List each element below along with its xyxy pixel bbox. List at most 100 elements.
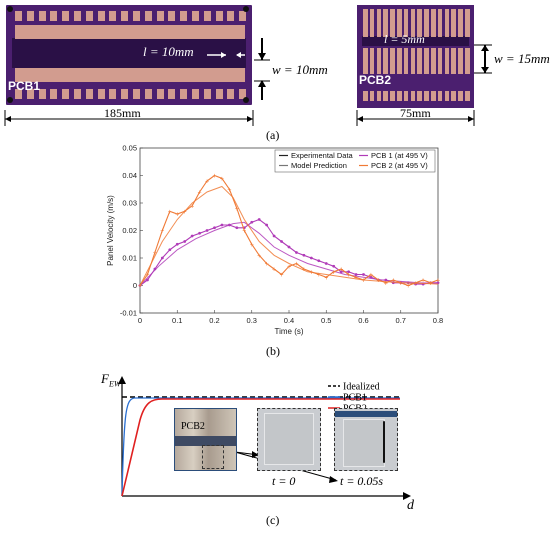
pcb2-l-label: l = 5mm xyxy=(384,32,425,46)
data-point xyxy=(205,229,209,232)
data-point: + xyxy=(317,272,321,279)
pcb1-pad-small xyxy=(74,11,81,21)
x-tick-label: 0.6 xyxy=(358,316,368,325)
x-tick-label: 0 xyxy=(138,316,142,325)
mount-hole xyxy=(7,97,13,103)
y-axis-arrowhead xyxy=(118,376,126,384)
pcb1-pad-small xyxy=(97,89,105,99)
pcb2-pad-small xyxy=(424,91,429,101)
arrowhead xyxy=(5,116,11,122)
zoom-region xyxy=(202,445,224,469)
pcb1-pad-small xyxy=(50,89,58,99)
y-tick-label: 0.04 xyxy=(122,171,137,180)
pcb1-label: PCB1 xyxy=(8,79,41,93)
pcb2-pad xyxy=(451,9,456,37)
pcb2-label: PCB2 xyxy=(359,73,392,87)
droplet xyxy=(264,413,314,465)
pcb2-curve xyxy=(121,398,400,497)
data-point: + xyxy=(332,269,336,276)
legend-entry: PCB 2 (at 495 V) xyxy=(371,161,428,170)
x-tick-label: 0.8 xyxy=(433,316,443,325)
data-point xyxy=(160,256,164,260)
arrowhead xyxy=(357,116,363,122)
pcb2-pad xyxy=(431,9,436,37)
pcb2-pad-small xyxy=(451,91,456,101)
pcb2-pad xyxy=(369,48,375,74)
pcb1-pad-small xyxy=(121,11,129,21)
pcb2-pad xyxy=(390,9,395,37)
data-point xyxy=(324,262,328,265)
pcb1-pad-small xyxy=(168,89,176,99)
pcb1-pad-small xyxy=(180,11,188,21)
pcb2-pad xyxy=(403,9,409,37)
pcb2-width-label: 75mm xyxy=(400,106,431,120)
pcb1-width-label: 185mm xyxy=(104,106,141,120)
pcb2-pad xyxy=(376,48,382,74)
pcb1-pad-small xyxy=(144,11,152,21)
data-point xyxy=(213,226,216,230)
pcb2-pad-small xyxy=(390,91,395,101)
data-point xyxy=(175,242,179,246)
zoom-photo-t1 xyxy=(334,408,398,471)
pcb2-pad xyxy=(451,48,456,74)
pcb1-pad-small xyxy=(168,11,176,21)
pcb1-pad-small xyxy=(109,89,117,99)
pcb2-pad-small xyxy=(431,91,436,101)
data-point: + xyxy=(421,278,425,285)
data-point: + xyxy=(242,228,246,235)
data-point: + xyxy=(361,278,365,285)
pcb2-pad-small xyxy=(410,91,416,101)
data-point: + xyxy=(265,261,269,268)
arrowhead xyxy=(481,45,489,51)
pcb2-pad xyxy=(390,48,395,74)
photo-band xyxy=(335,411,397,417)
pcb2-pad xyxy=(431,48,436,74)
pcb1-l-label: l = 10mm xyxy=(143,44,194,59)
pcb1-pad-small xyxy=(97,11,105,21)
t0-label: t = 0 xyxy=(272,474,296,488)
pcb2-pad-small xyxy=(403,91,409,101)
arrowhead xyxy=(258,53,266,60)
pcb1-pad-small xyxy=(227,11,235,21)
pcb2-pad xyxy=(437,9,443,37)
model-curve xyxy=(139,185,439,286)
photo-band xyxy=(175,436,236,446)
pcb2-electrode-band xyxy=(362,36,469,46)
pcb2-pad xyxy=(458,48,463,74)
mount-hole xyxy=(7,6,13,12)
pcb2-pad xyxy=(403,48,409,74)
pcb1-pad-small xyxy=(192,11,199,21)
pcb1-pad-small xyxy=(239,89,247,99)
arrowhead xyxy=(252,451,259,458)
pcb2-pad-small xyxy=(458,91,463,101)
pcb1-curve xyxy=(121,397,400,497)
data-point: + xyxy=(324,275,328,282)
data-point xyxy=(280,240,283,243)
data-point: + xyxy=(287,264,291,271)
pcb1-pad-small xyxy=(50,11,58,21)
pcb2-pad xyxy=(383,9,388,37)
data-point: + xyxy=(145,272,149,279)
y-axis-label: Panel Velocity (m/s) xyxy=(106,195,115,266)
legend-entry: Idealized xyxy=(343,382,380,393)
pcb2-pad xyxy=(410,9,416,37)
arrowhead xyxy=(258,80,266,87)
data-point: + xyxy=(175,212,179,219)
data-point: + xyxy=(354,275,358,282)
legend-box xyxy=(274,149,436,173)
data-point: + xyxy=(212,173,216,180)
pcb1-pad-small xyxy=(85,89,93,99)
y-tick-label: 0 xyxy=(133,281,137,290)
panel-c-caption: (c) xyxy=(266,513,280,527)
pcb1-pad-small xyxy=(62,11,70,21)
data-point xyxy=(146,278,149,282)
data-point xyxy=(220,223,224,227)
pcb1-pad-small xyxy=(26,89,34,99)
x-tick-label: 0.1 xyxy=(172,316,182,325)
distance-axis-label: d xyxy=(407,498,414,513)
data-point xyxy=(347,270,350,274)
droplet xyxy=(343,419,385,467)
pcb2-pad-small xyxy=(437,91,443,101)
data-point xyxy=(362,273,365,276)
y-tick-label: 0.02 xyxy=(122,226,137,235)
